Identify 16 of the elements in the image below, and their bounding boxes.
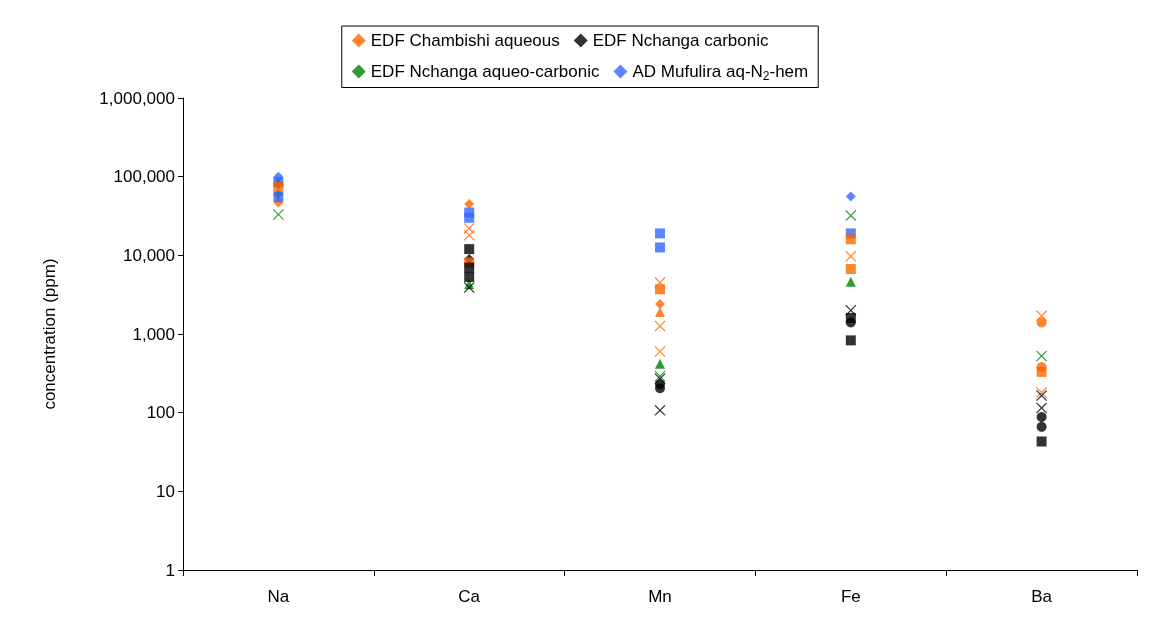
y-tick-label: 1,000,000	[99, 88, 175, 108]
y-axis-title: concentration (ppm)	[40, 258, 59, 410]
x-tick-label: Fe	[840, 587, 861, 606]
y-tick-label: 10	[156, 481, 175, 501]
y-tick-label: 1	[165, 560, 175, 580]
x-tick-label: Ba	[1031, 587, 1053, 606]
legend-label: EDF Nchanga carbonic	[592, 31, 769, 50]
y-tick-label: 1,000	[132, 324, 175, 344]
x-tick-label: Ca	[458, 587, 481, 606]
x-tick-label: Mn	[648, 587, 672, 606]
y-tick-label: 100	[146, 403, 175, 423]
y-tick-label: 10,000	[123, 245, 175, 265]
x-tick-label: Na	[267, 587, 290, 606]
legend-label: EDF Chambishi aqueous	[370, 31, 560, 50]
legend-label: EDF Nchanga aqueo-carbonic	[370, 62, 600, 81]
y-tick-label: 100,000	[113, 167, 175, 187]
